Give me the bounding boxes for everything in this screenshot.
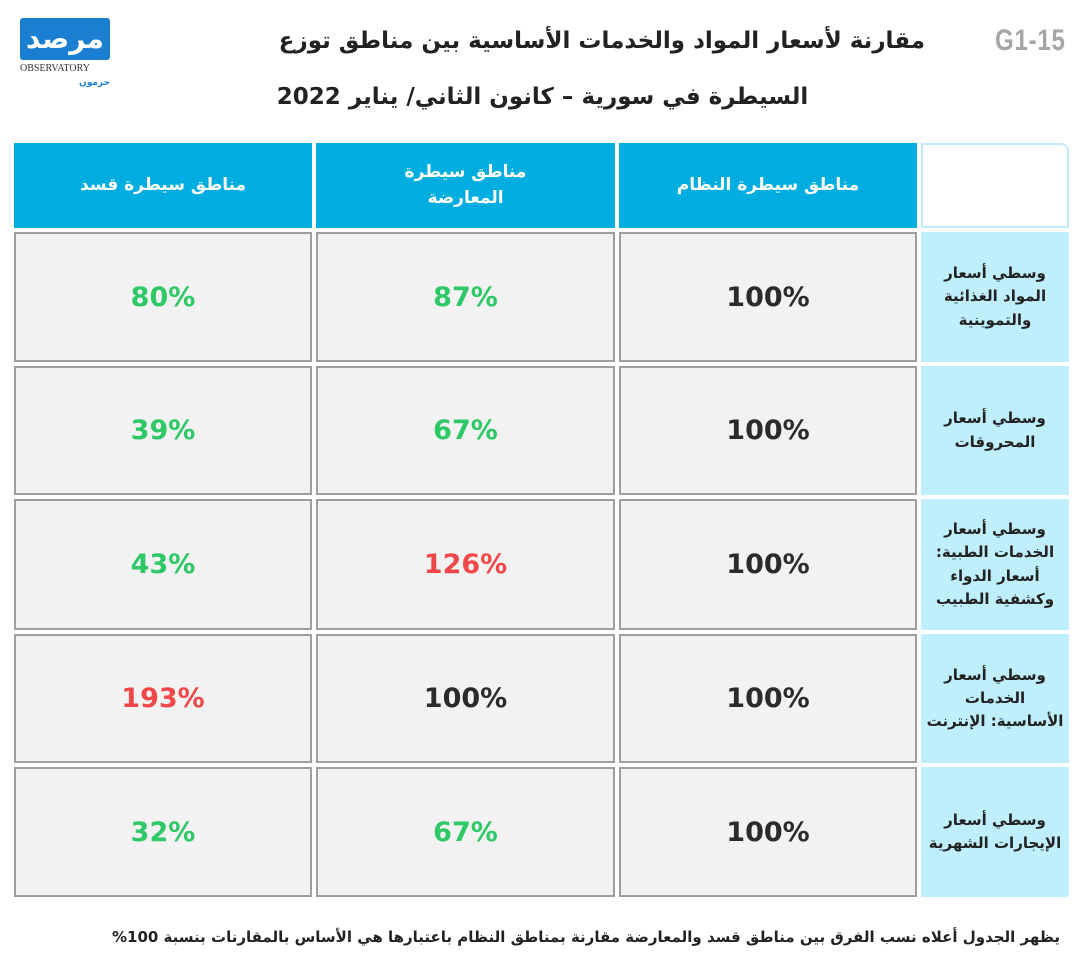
cell-opposition: 126% xyxy=(316,499,615,630)
cell-opposition: 67% xyxy=(316,366,615,495)
cell-opposition: 67% xyxy=(316,767,615,897)
row-label: وسطي أسعار الإيجارات الشهرية xyxy=(921,767,1069,897)
cell-regime: 100% xyxy=(619,366,917,495)
logo-arabic: مرصد xyxy=(20,18,110,60)
cell-regime: 100% xyxy=(619,232,917,362)
row-label: وسطي أسعار المواد الغذائية والتموينية xyxy=(921,232,1069,362)
cell-sdf: 43% xyxy=(14,499,312,630)
row-label: وسطي أسعار الخدمات الطبية: أسعار الدواء … xyxy=(921,499,1069,630)
logo: مرصد OBSERVATORY حرمون xyxy=(20,18,110,94)
logo-sub: حرمون xyxy=(79,78,110,88)
cell-regime: 100% xyxy=(619,634,917,763)
cell-regime: 100% xyxy=(619,767,917,897)
cell-opposition: 100% xyxy=(316,634,615,763)
header-sdf: مناطق سيطرة قسد xyxy=(14,143,312,228)
cell-opposition: 87% xyxy=(316,232,615,362)
row-label: وسطي أسعار الخدمات الأساسية: الإنترنت xyxy=(921,634,1069,763)
header-opposition: مناطق سيطرة المعارضة xyxy=(316,143,615,228)
row-label: وسطي أسعار المحروقات xyxy=(921,366,1069,495)
title-line-1: مقارنة لأسعار المواد والخدمات الأساسية ب… xyxy=(278,28,925,54)
header-corner xyxy=(921,143,1069,228)
cell-sdf: 193% xyxy=(14,634,312,763)
title-line-2: السيطرة في سورية – كانون الثاني/ يناير 2… xyxy=(276,84,809,110)
cell-sdf: 32% xyxy=(14,767,312,897)
cell-sdf: 39% xyxy=(14,366,312,495)
cell-sdf: 80% xyxy=(14,232,312,362)
logo-english: OBSERVATORY xyxy=(20,63,90,74)
header-opposition-label: مناطق سيطرة المعارضة xyxy=(404,162,527,208)
figure-code: G1-15 xyxy=(995,24,1066,57)
cell-regime: 100% xyxy=(619,499,917,630)
header-regime: مناطق سيطرة النظام xyxy=(619,143,917,228)
footnote: يظهر الجدول أعلاه نسب الفرق بين مناطق قس… xyxy=(111,928,1060,946)
comparison-table: مناطق سيطرة قسد مناطق سيطرة المعارضة منا… xyxy=(14,143,1069,897)
